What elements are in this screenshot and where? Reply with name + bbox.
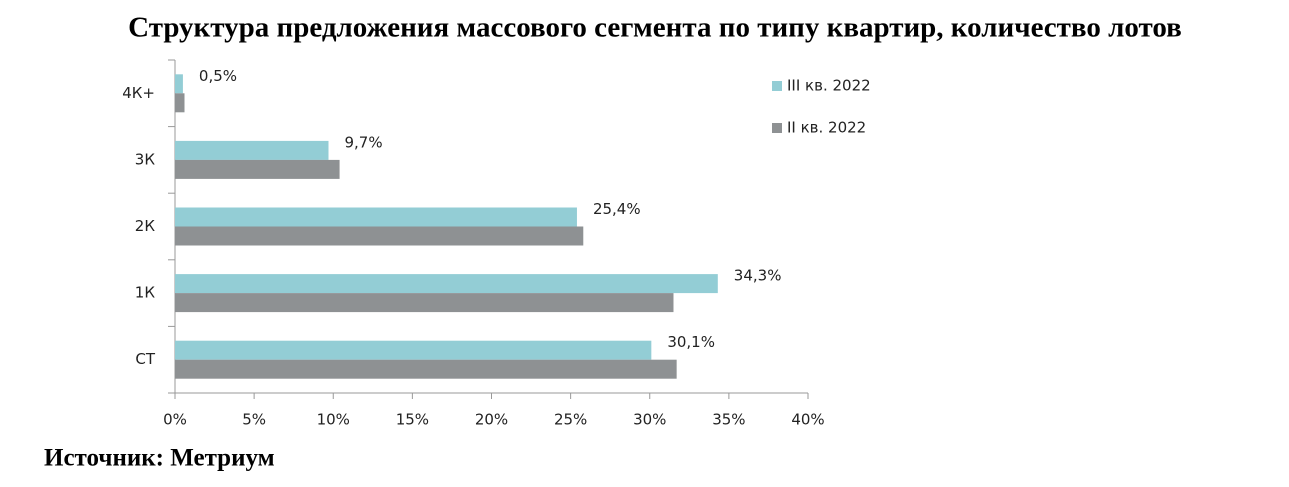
x-tick-label: 40% (791, 411, 824, 429)
x-tick-label: 35% (712, 411, 745, 429)
x-tick-label: 0% (163, 411, 187, 429)
y-tick-label: СТ (135, 350, 155, 368)
data-label: 0,5% (199, 67, 237, 85)
data-label: 25,4% (593, 200, 641, 218)
source-note: Источник: Метриум (44, 445, 275, 472)
bar (175, 359, 677, 379)
bar (175, 93, 185, 113)
legend-swatch (772, 123, 782, 133)
x-tick-label: 30% (633, 411, 666, 429)
chart-title: Структура предложения массового сегмента… (128, 12, 1182, 44)
x-tick-label: 20% (475, 411, 508, 429)
bar (175, 226, 584, 246)
bar (175, 293, 674, 313)
legend-swatch (772, 81, 782, 91)
legend-label: III кв. 2022 (787, 77, 871, 95)
bar (175, 159, 340, 179)
data-label: 34,3% (734, 267, 782, 285)
bar (175, 207, 577, 227)
x-tick-label: 25% (554, 411, 587, 429)
legend-label: II кв. 2022 (787, 119, 866, 137)
bar (175, 140, 329, 160)
y-tick-label: 2К (135, 217, 156, 235)
y-tick-label: 4К+ (122, 84, 155, 102)
y-tick-label: 1К (135, 284, 156, 302)
bar (175, 274, 718, 294)
x-tick-label: 15% (396, 411, 429, 429)
x-tick-label: 5% (242, 411, 266, 429)
x-tick-label: 10% (317, 411, 350, 429)
data-label: 9,7% (345, 133, 383, 151)
y-tick-label: 3К (135, 150, 156, 168)
bar (175, 74, 183, 94)
data-label: 30,1% (667, 333, 715, 351)
bar (175, 340, 652, 360)
